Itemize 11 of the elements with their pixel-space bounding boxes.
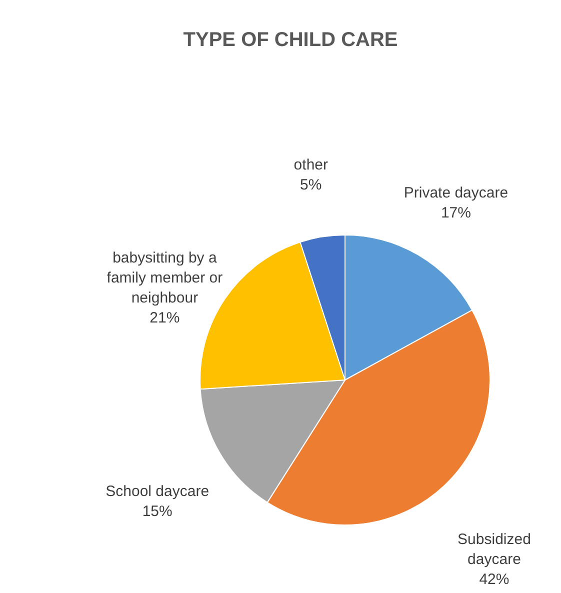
slice-label: babysitting by a family member or neighbour	[106, 249, 223, 306]
data-label: 17%	[440, 204, 471, 222]
slice-label: Subsidized daycare	[458, 530, 531, 568]
data-label: 5%	[300, 176, 322, 194]
slice-label: School daycare	[106, 482, 210, 500]
slice-label: other	[294, 156, 328, 174]
slice-label: Private daycare	[404, 184, 508, 202]
data-label: 21%	[150, 309, 180, 326]
data-label: 15%	[142, 502, 172, 520]
data-label: 42%	[479, 570, 510, 588]
chart-title: TYPE OF CHILD CARE	[183, 29, 398, 51]
